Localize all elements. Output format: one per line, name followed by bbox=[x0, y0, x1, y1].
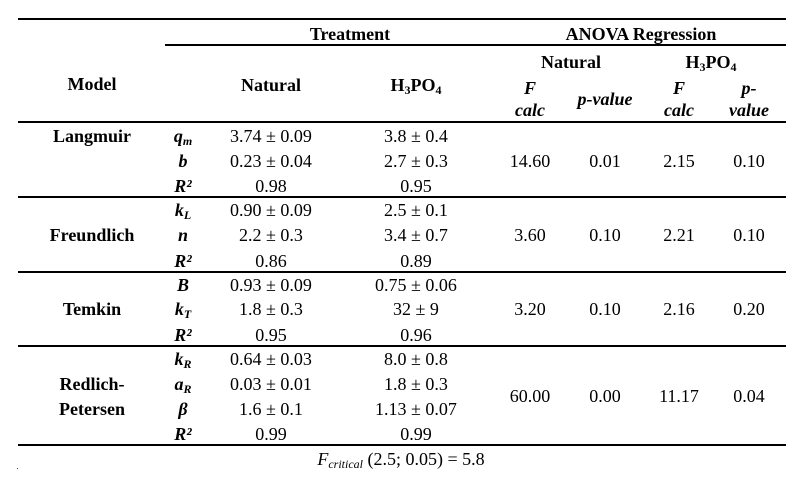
value-h3po4: 2.5 ± 0.1 bbox=[384, 200, 448, 220]
param-symbol: kL bbox=[174, 200, 192, 222]
header-p-value-h3po4-l2: value bbox=[729, 100, 769, 120]
anova-natural-p: 0.10 bbox=[589, 299, 621, 319]
value-natural: 2.2 ± 0.3 bbox=[239, 225, 303, 245]
value-natural: 0.98 bbox=[255, 176, 287, 196]
header-f-calc-h3po4-l2: calc bbox=[664, 100, 694, 120]
table-top-rule bbox=[18, 18, 786, 20]
header-treatment: Treatment bbox=[309, 24, 391, 44]
anova-h3po4-p: 0.10 bbox=[733, 151, 765, 171]
value-h3po4: 0.99 bbox=[400, 424, 432, 444]
model-name-freundlich: Freundlich bbox=[49, 225, 135, 245]
value-h3po4: 0.95 bbox=[400, 176, 432, 196]
anova-natural-f: 3.20 bbox=[514, 299, 546, 319]
param-symbol: kR bbox=[174, 349, 192, 371]
model-name-redlich-line1: Redlich- bbox=[59, 374, 125, 394]
value-natural: 3.74 ± 0.09 bbox=[230, 126, 312, 146]
value-natural: 0.95 bbox=[255, 325, 287, 345]
model-name-langmuir: Langmuir bbox=[52, 126, 132, 146]
anova-natural-f: 3.60 bbox=[514, 225, 546, 245]
param-symbol: β bbox=[178, 399, 188, 419]
header-f-calc-h3po4-l1: F bbox=[672, 78, 686, 98]
param-symbol: R² bbox=[174, 176, 192, 196]
value-natural: 0.64 ± 0.03 bbox=[230, 349, 312, 369]
header-p-value-natural: p-value bbox=[577, 89, 633, 109]
param-symbol: B bbox=[176, 275, 190, 295]
value-natural: 0.03 ± 0.01 bbox=[230, 374, 312, 394]
value-natural: 0.93 ± 0.09 bbox=[230, 275, 312, 295]
anova-h3po4-f: 2.21 bbox=[663, 225, 695, 245]
header-anova-h3po4: H3PO4 bbox=[685, 52, 737, 74]
header-model: Model bbox=[67, 74, 117, 94]
header-bottom-rule bbox=[18, 121, 786, 123]
value-natural: 1.6 ± 0.1 bbox=[239, 399, 303, 419]
value-h3po4: 32 ± 9 bbox=[393, 299, 439, 319]
value-natural: 0.86 bbox=[255, 251, 287, 271]
param-symbol: qm bbox=[173, 126, 193, 148]
value-h3po4: 1.8 ± 0.3 bbox=[384, 374, 448, 394]
header-f-calc-natural-l2: calc bbox=[515, 100, 545, 120]
anova-natural-p: 0.01 bbox=[589, 151, 621, 171]
anova-natural-p: 0.00 bbox=[589, 386, 621, 406]
value-h3po4: 0.89 bbox=[400, 251, 432, 271]
value-h3po4: 3.4 ± 0.7 bbox=[384, 225, 448, 245]
anova-h3po4-f: 2.16 bbox=[663, 299, 695, 319]
param-symbol: R² bbox=[174, 325, 192, 345]
header-anova-natural: Natural bbox=[541, 52, 601, 72]
value-h3po4: 8.0 ± 0.8 bbox=[384, 349, 448, 369]
value-natural: 0.99 bbox=[255, 424, 287, 444]
anova-h3po4-f: 11.17 bbox=[659, 386, 699, 406]
value-h3po4: 1.13 ± 0.07 bbox=[375, 399, 457, 419]
anova-h3po4-p: 0.20 bbox=[733, 299, 765, 319]
header-p-value-h3po4-l1: p- bbox=[741, 78, 757, 98]
row-divider-temkin bbox=[18, 345, 786, 347]
param-symbol: b bbox=[178, 151, 188, 171]
value-natural: 1.8 ± 0.3 bbox=[239, 299, 303, 319]
header-treatment-h3po4: H3PO4 bbox=[390, 75, 442, 97]
model-name-temkin: Temkin bbox=[62, 299, 122, 319]
row-divider-langmuir bbox=[18, 196, 786, 198]
anova-h3po4-f: 2.15 bbox=[663, 151, 695, 171]
row-divider-freundlich bbox=[18, 271, 786, 273]
param-symbol: R² bbox=[174, 251, 192, 271]
header-treatment-natural: Natural bbox=[241, 75, 301, 95]
param-symbol: R² bbox=[174, 424, 192, 444]
model-name-redlich-line2: Petersen bbox=[59, 399, 125, 419]
anova-natural-f: 14.60 bbox=[509, 151, 551, 171]
stray-dot bbox=[17, 468, 18, 469]
value-h3po4: 3.8 ± 0.4 bbox=[384, 126, 448, 146]
param-symbol: kT bbox=[174, 299, 192, 321]
header-f-calc-natural-l1: F bbox=[523, 78, 537, 98]
table-bottom-rule bbox=[18, 444, 786, 446]
param-symbol: aR bbox=[174, 374, 192, 396]
value-natural: 0.90 ± 0.09 bbox=[230, 200, 312, 220]
group-header-rule bbox=[165, 44, 786, 46]
anova-natural-p: 0.10 bbox=[589, 225, 621, 245]
anova-natural-f: 60.00 bbox=[509, 386, 551, 406]
anova-h3po4-p: 0.04 bbox=[733, 386, 765, 406]
anova-h3po4-p: 0.10 bbox=[733, 225, 765, 245]
value-h3po4: 0.96 bbox=[400, 325, 432, 345]
value-natural: 0.23 ± 0.04 bbox=[230, 151, 312, 171]
value-h3po4: 0.75 ± 0.06 bbox=[375, 275, 457, 295]
table-footnote-f-critical: Fcritical (2.5; 0.05) = 5.8 bbox=[317, 449, 485, 471]
header-anova-regression: ANOVA Regression bbox=[565, 24, 717, 44]
value-h3po4: 2.7 ± 0.3 bbox=[384, 151, 448, 171]
param-symbol: n bbox=[177, 225, 189, 245]
